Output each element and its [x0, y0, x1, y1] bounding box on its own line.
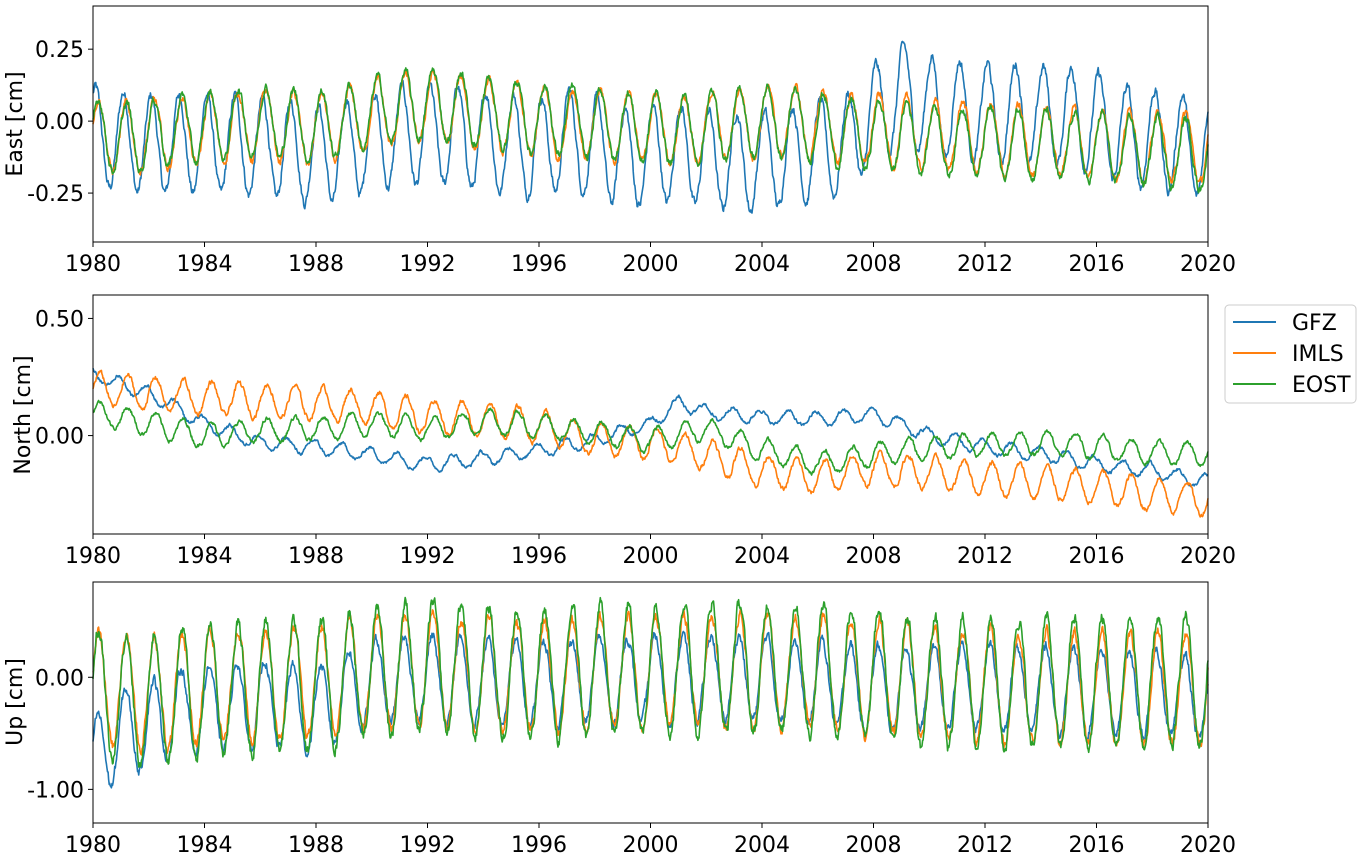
east-y-tick-label: 0.25 — [35, 38, 84, 63]
north-x-tick-label: 2004 — [734, 544, 790, 569]
up-x-tick-label: 1984 — [177, 833, 233, 856]
up-x-ticks: 1980 1984 1988 1992 1996 2000 2004 2008 2012 2016… — [65, 823, 1236, 856]
east-x-tick-label: 2008 — [846, 252, 902, 277]
east-x-tick-label: 1984 — [177, 252, 233, 277]
east-x-tick-label: 2004 — [734, 252, 790, 277]
north-x-tick-label: 2012 — [957, 544, 1013, 569]
east-x-tick-label: 2016 — [1069, 252, 1125, 277]
east-series-lines — [92, 40, 1209, 214]
up-y-axis-label: Up [cm] — [3, 658, 28, 746]
up-series-lines — [92, 596, 1209, 789]
north-x-tick-label: 1996 — [511, 544, 567, 569]
legend: GFZ IMLS EOST — [1224, 304, 1357, 404]
east-panel: 0.25 0.00 -0.25 1980 1984 1988 1992 1996 2000 20… — [3, 5, 1236, 277]
up-x-tick-label: 2020 — [1180, 833, 1236, 856]
north-series-lines — [92, 368, 1209, 518]
up-y-ticks: 0.00 -1.00 — [27, 666, 93, 803]
north-x-tick-label: 2020 — [1180, 544, 1236, 569]
north-series-imls — [92, 369, 1209, 518]
up-y-tick-label: 0.00 — [35, 666, 84, 691]
north-y-tick-label: 0.50 — [35, 307, 84, 332]
north-x-tick-label: 1984 — [177, 544, 233, 569]
north-y-ticks: 0.50 0.00 — [35, 307, 93, 450]
north-x-tick-label: 2000 — [623, 544, 679, 569]
up-x-tick-label: 2000 — [623, 833, 679, 856]
north-x-tick-label: 1992 — [400, 544, 456, 569]
north-y-tick-label: 0.00 — [35, 425, 84, 450]
up-panel: 0.00 -1.00 1980 1984 1988 1992 1996 2000 2004 20… — [3, 581, 1236, 856]
up-x-tick-label: 1996 — [511, 833, 567, 856]
up-series-imls — [92, 607, 1209, 756]
east-y-ticks: 0.25 0.00 -0.25 — [27, 38, 93, 207]
east-x-tick-label: 1992 — [400, 252, 456, 277]
east-x-ticks: 1980 1984 1988 1992 1996 2000 2004 2008 2012 2016… — [65, 242, 1236, 277]
north-axes-frame — [92, 294, 1209, 535]
east-x-tick-label: 1980 — [65, 252, 121, 277]
legend-entry-gfz: GFZ — [1233, 311, 1337, 336]
up-x-tick-label: 2004 — [734, 833, 790, 856]
east-x-tick-label: 1996 — [511, 252, 567, 277]
north-x-tick-label: 1988 — [288, 544, 344, 569]
legend-label-gfz: GFZ — [1292, 311, 1337, 336]
east-y-tick-label: 0.00 — [35, 110, 84, 135]
east-series-eost — [92, 67, 1209, 194]
east-y-axis-label: East [cm] — [3, 71, 28, 176]
east-y-tick-label: -0.25 — [27, 182, 84, 207]
up-y-tick-label: -1.00 — [27, 778, 84, 803]
north-x-tick-label: 2016 — [1069, 544, 1125, 569]
up-x-tick-label: 2008 — [846, 833, 902, 856]
legend-entry-eost: EOST — [1233, 373, 1351, 398]
legend-label-eost: EOST — [1292, 373, 1351, 398]
east-x-tick-label: 2000 — [623, 252, 679, 277]
north-x-ticks: 1980 1984 1988 1992 1996 2000 2004 2008 2012 2016… — [65, 534, 1236, 569]
up-x-tick-label: 1980 — [65, 833, 121, 856]
up-x-tick-label: 2012 — [957, 833, 1013, 856]
legend-label-imls: IMLS — [1292, 342, 1344, 367]
east-x-tick-label: 2020 — [1180, 252, 1236, 277]
north-x-tick-label: 2008 — [846, 544, 902, 569]
up-x-tick-label: 1988 — [288, 833, 344, 856]
north-series-gfz — [92, 368, 1209, 488]
east-x-tick-label: 2012 — [957, 252, 1013, 277]
north-y-axis-label: North [cm] — [11, 355, 36, 474]
north-series-eost — [92, 399, 1209, 476]
up-series-eost — [92, 596, 1209, 768]
up-x-tick-label: 1992 — [400, 833, 456, 856]
north-panel: 0.50 0.00 1980 1984 1988 1992 1996 2000 2004 200… — [11, 294, 1236, 569]
legend-box — [1224, 304, 1357, 404]
legend-entry-imls: IMLS — [1233, 342, 1344, 367]
north-x-tick-label: 1980 — [65, 544, 121, 569]
east-x-tick-label: 1988 — [288, 252, 344, 277]
up-axes-frame — [92, 581, 1209, 824]
up-x-tick-label: 2016 — [1069, 833, 1125, 856]
